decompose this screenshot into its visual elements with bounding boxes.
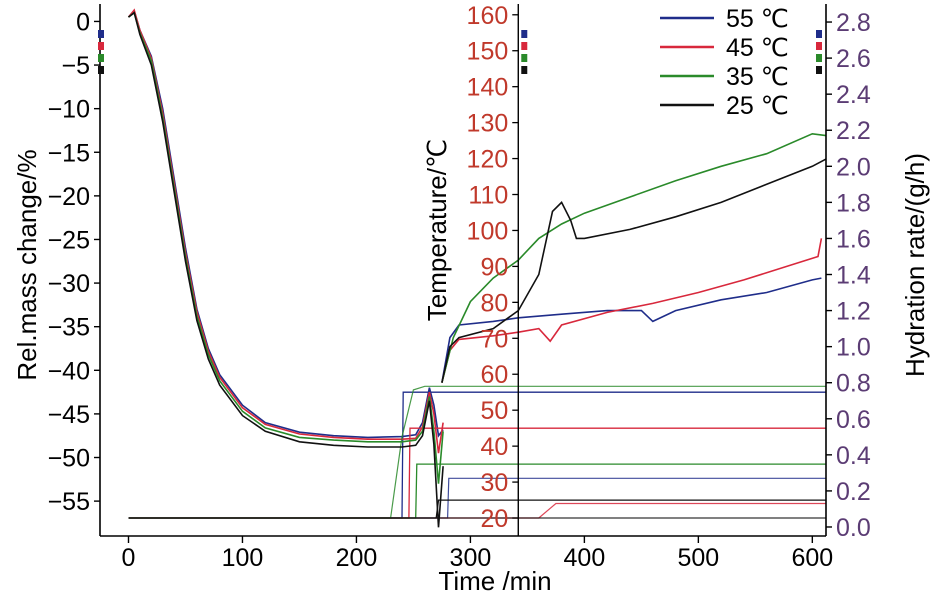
y-temperature-tick-label: 130 [467,110,509,138]
y-temperature-tick-label: 20 [480,505,508,533]
tick-labels: 0 100 200 300 400 500 600 0 −5 −10 −15 −20 −25 −30 −35… [48,2,871,572]
y-temperature-tick-label: 30 [480,469,508,497]
temperature-line-35 [128,463,826,519]
y-temperature-tick-label: 50 [480,397,508,425]
channel-marker [521,30,528,38]
channel-marker [98,30,104,38]
hydration-rate-line-45 [441,238,823,383]
y-left-tick-label: −30 [48,270,90,298]
y-axis-title-right: Hydration rate/(g/h) [900,153,930,377]
y-left-tick-label: −25 [48,226,90,254]
x-tick-label: 400 [564,544,606,572]
y-right-tick-label: 0.2 [836,478,871,506]
channel-marker [98,66,104,74]
y-left-tick-label: −55 [48,488,90,516]
y-temperature-tick-label: 140 [467,74,509,102]
x-tick-label: 100 [222,544,264,572]
legend-label: 55 ℃ [726,5,789,33]
y-right-tick-label: 2.6 [836,45,871,73]
x-tick-label: 600 [791,544,833,572]
channel-marker [521,54,528,62]
axes [94,4,832,543]
hydration-rate-line-35 [441,132,827,383]
y-right-tick-label: 1.0 [836,334,871,362]
y-right-tick-label: 1.6 [836,225,871,253]
x-tick-label: 500 [677,544,719,572]
y-right-tick-label: 0.6 [836,406,871,434]
mass-line-55 [127,9,444,439]
y-right-tick-label: 1.8 [836,189,871,217]
x-tick-label: 300 [450,544,492,572]
y-temperature-tick-label: 40 [480,433,508,461]
y-temperature-tick-label: 100 [467,217,509,245]
y-temperature-tick-label: 120 [467,146,509,174]
x-tick-label: 200 [336,544,378,572]
y-right-tick-label: 2.2 [836,117,871,145]
y-right-tick-label: 2.0 [836,153,871,181]
y-temperature-tick-label: 150 [467,38,509,66]
hydration-rate-line-25 [441,158,827,383]
y-temperature-tick-label: 70 [480,325,508,353]
mass-line-35 [128,11,444,484]
y-right-tick-label: 2.4 [836,81,871,109]
y-left-tick-label: −20 [48,183,90,211]
x-axis-title: Time /min [438,566,551,596]
temperature-line-45 [128,427,826,519]
y-axis-title-temperature: Temperature/℃ [422,139,452,321]
y-left-tick-label: −15 [48,139,90,167]
y-left-tick-label: −45 [48,401,90,429]
plot-lines [127,8,827,528]
legend-label: 25 ℃ [726,92,789,120]
y-left-tick-label: −10 [48,96,90,124]
channel-marker [98,42,104,50]
channel-marker [816,42,822,50]
y-temperature-tick-label: 110 [468,182,508,210]
channel-marker [98,54,104,62]
y-right-tick-label: 0.4 [836,442,871,470]
y-left-tick-label: −5 [61,52,90,80]
legend-label: 35 ℃ [726,63,789,91]
y-right-tick-label: 2.8 [836,9,871,37]
y-temperature-tick-label: 80 [480,289,508,317]
y-temperature-tick-label: 90 [480,253,508,281]
hydration-baseline-45 [128,502,826,519]
channel-marker [816,54,822,62]
y-left-tick-label: −40 [48,357,90,385]
channel-marker [521,66,528,74]
hydration-baseline-35 [128,385,826,519]
temperature-line-25 [128,499,826,519]
hydration-baseline-55 [128,477,826,519]
legend: 55 ℃45 ℃35 ℃25 ℃ [660,5,789,120]
channel-marker [816,66,822,74]
y-right-tick-label: 0.0 [836,514,871,542]
y-temperature-tick-label: 160 [467,2,509,30]
y-axis-title-left: Rel.mass change/% [12,149,42,380]
y-temperature-tick-label: 60 [480,361,508,389]
x-tick-label: 0 [122,544,136,572]
channel-marker [816,30,822,38]
y-left-tick-label: −50 [48,445,90,473]
temperature-line-55 [128,391,826,519]
hydration-rate-line-55 [441,277,822,383]
y-left-tick-label: −35 [48,314,90,342]
mass-line-45 [127,8,444,454]
legend-label: 45 ℃ [726,34,789,62]
y-right-tick-label: 0.8 [836,370,871,398]
y-left-tick-label: 0 [76,8,90,36]
y-right-tick-label: 1.4 [836,262,871,290]
y-right-tick-label: 1.2 [836,298,871,326]
channel-marker [521,42,528,50]
mass-line-25 [128,11,444,528]
